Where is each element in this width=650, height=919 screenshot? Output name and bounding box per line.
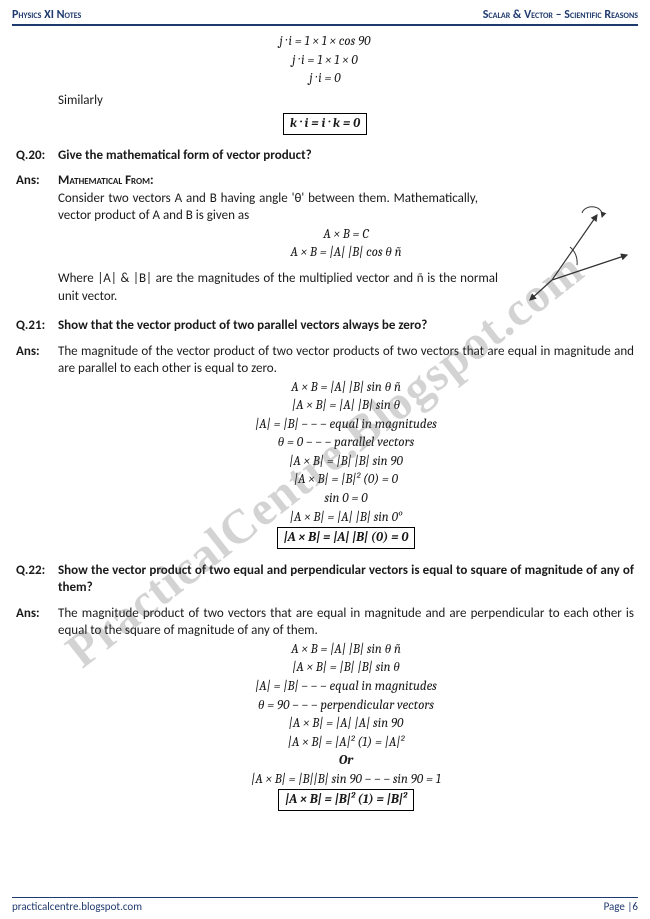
- page-footer: practicalcentre.blogspot.com Page |6: [12, 897, 638, 913]
- q21-eq-3: θ = 0 – – – parallel vectors: [58, 434, 634, 452]
- similarly-text: Similarly: [58, 92, 634, 110]
- header-right: Scalar & Vector – Scientific Reasons: [483, 8, 638, 22]
- eq-intro-3: j · i = 0: [16, 70, 634, 88]
- q22-eq-3: θ = 90 – – – perpendicular vectors: [58, 697, 634, 715]
- page-header: Physics XI Notes Scalar & Vector – Scien…: [12, 8, 638, 26]
- q22-eq-1: |A × B| = |B| |B| sin θ: [58, 659, 634, 677]
- q21-eq-1: |A × B| = |A| |B| sin θ: [58, 397, 634, 415]
- eq-intro-boxed: k · i = i · k = 0: [283, 113, 367, 135]
- footer-right: Page |6: [604, 900, 638, 913]
- q21-eq-4: |A × B| = |B| |B| sin 90: [58, 453, 634, 471]
- q21-eq-2: |A| = |B| – – – equal in magnitudes: [58, 416, 634, 434]
- q22-eq-4: |A × B| = |A| |A| sin 90: [58, 715, 634, 733]
- q22-label: Q.22:: [16, 562, 58, 597]
- vector-diagram: [522, 195, 632, 305]
- q20-label: Q.20:: [16, 147, 58, 165]
- q21-eq-5: |A × B| = |B|² (0) = 0: [58, 471, 634, 489]
- q21-eq-6: sin 0 = 0: [58, 490, 634, 508]
- page: Physics XI Notes Scalar & Vector – Scien…: [0, 0, 650, 919]
- eq-intro-2: j · i = 1 × 1 × 0: [16, 52, 634, 70]
- q20-text: Give the mathematical form of vector pro…: [58, 147, 634, 165]
- q21-boxed: |A × B| = |A| |B| (0) = 0: [277, 527, 416, 549]
- eq-intro-1: j · i = 1 × 1 × cos 90: [16, 33, 634, 51]
- q22-eq-5: |A × B| = |A|² (1) = |A|²: [58, 734, 634, 752]
- q21-eq-0: A × B = |A| |B| sin θ ñ: [58, 379, 634, 397]
- q21-ans-label: Ans:: [16, 343, 58, 550]
- q21-eq-7: |A × B| = |A| |B| sin 0°: [58, 509, 634, 527]
- q22-boxed: |A × B| = |B|² (1) = |B|²: [278, 789, 414, 811]
- header-left: Physics XI Notes: [12, 8, 81, 22]
- q22-para: The magnitude product of two vectors tha…: [58, 605, 634, 640]
- q22-eq-0: A × B = |A| |B| sin θ ñ: [58, 641, 634, 659]
- q22-eq-2: |A| = |B| – – – equal in magnitudes: [58, 678, 634, 696]
- content: j · i = 1 × 1 × cos 90 j · i = 1 × 1 × 0…: [12, 26, 638, 812]
- q20-para2: Where |A| & |B| are the magnitudes of th…: [58, 270, 498, 305]
- q22-text: Show the vector product of two equal and…: [58, 562, 634, 597]
- q22-eq-7: |A × B| = |B||B| sin 90 – – – sin 90 = 1: [58, 771, 634, 789]
- q20-para1: Consider two vectors A and B having angl…: [58, 190, 478, 225]
- q22-eq-6: Or: [58, 752, 634, 770]
- q21-text: Show that the vector product of two para…: [58, 317, 634, 335]
- footer-left: practicalcentre.blogspot.com: [12, 900, 142, 913]
- q20-heading: Mathematical From:: [58, 172, 634, 190]
- q21-label: Q.21:: [16, 317, 58, 335]
- q22-ans-label: Ans:: [16, 605, 58, 812]
- q20-ans-label: Ans:: [16, 172, 58, 305]
- q21-para: The magnitude of the vector product of t…: [58, 343, 634, 378]
